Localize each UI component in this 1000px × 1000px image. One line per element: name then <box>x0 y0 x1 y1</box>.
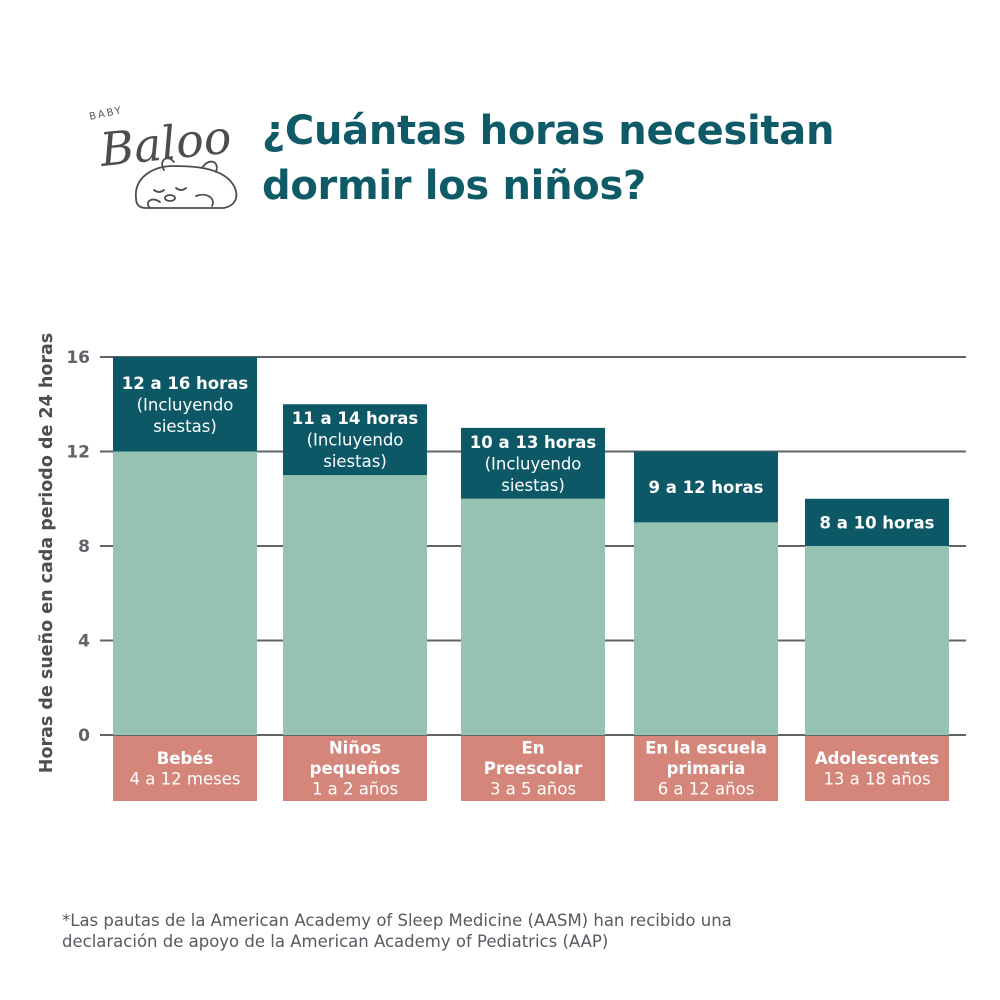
range-note: (Incluyendo <box>307 431 404 450</box>
category-name: Bebés <box>157 749 214 768</box>
bar-range <box>283 404 427 476</box>
category-box <box>283 736 427 801</box>
category-box <box>113 736 257 801</box>
y-tick-label: 8 <box>78 537 90 557</box>
y-tick-label: 0 <box>78 726 90 746</box>
y-tick-label: 12 <box>66 443 90 463</box>
range-note: siestas) <box>153 417 217 436</box>
range-label: 11 a 14 horas <box>292 409 419 428</box>
category-name: Adolescentes <box>815 749 939 768</box>
bar-range <box>634 451 778 523</box>
footnote-line-1: *Las pautas de la American Academy of Sl… <box>62 911 732 930</box>
category-age: 6 a 12 años <box>658 780 755 799</box>
range-label: 10 a 13 horas <box>470 433 597 452</box>
page-title: ¿Cuántas horas necesitan dormir los niño… <box>262 104 834 214</box>
category-name: En <box>521 739 544 758</box>
bar-min-hours <box>113 451 257 735</box>
brand-logo-graphic: BABY Baloo <box>88 105 238 209</box>
page-title-line-2: dormir los niños? <box>262 163 646 209</box>
range-label: 8 a 10 horas <box>820 513 935 532</box>
category-box <box>461 736 605 801</box>
category-name: Preescolar <box>484 759 583 778</box>
range-note: siestas) <box>323 452 387 471</box>
category-age: 13 a 18 años <box>823 769 930 788</box>
range-note: siestas) <box>501 476 565 495</box>
bar-min-hours <box>283 475 427 735</box>
brand-logo: BABY Baloo <box>84 98 244 216</box>
range-note: (Incluyendo <box>137 395 234 414</box>
page-title-line-1: ¿Cuántas horas necesitan <box>262 108 835 154</box>
range-label: 12 a 16 horas <box>122 374 249 393</box>
bar-range <box>805 498 949 546</box>
category-name: pequeños <box>310 759 401 778</box>
category-name: En la escuela <box>645 739 767 758</box>
y-axis-label: Horas de sueño en cada periodo de 24 hor… <box>37 333 57 773</box>
category-name: primaria <box>667 759 746 778</box>
category-name: Niños <box>329 739 382 758</box>
category-age: 3 a 5 años <box>490 780 576 799</box>
bar-min-hours <box>805 546 949 735</box>
y-tick-label: 16 <box>66 348 90 368</box>
bar-min-hours <box>461 498 605 735</box>
footnote: *Las pautas de la American Academy of Sl… <box>62 910 962 952</box>
footnote-line-2: declaración de apoyo de la American Acad… <box>62 932 609 951</box>
range-note: (Incluyendo <box>485 454 582 473</box>
category-age: 4 a 12 meses <box>130 769 241 788</box>
category-box <box>805 736 949 801</box>
category-age: 1 a 2 años <box>312 780 398 799</box>
y-tick-label: 4 <box>78 632 90 652</box>
bar-range <box>461 427 605 499</box>
bar-range <box>113 357 257 452</box>
category-box <box>634 736 778 801</box>
sleeping-bear-icon <box>135 157 238 209</box>
range-label: 9 a 12 horas <box>649 478 764 497</box>
bar-min-hours <box>634 522 778 735</box>
